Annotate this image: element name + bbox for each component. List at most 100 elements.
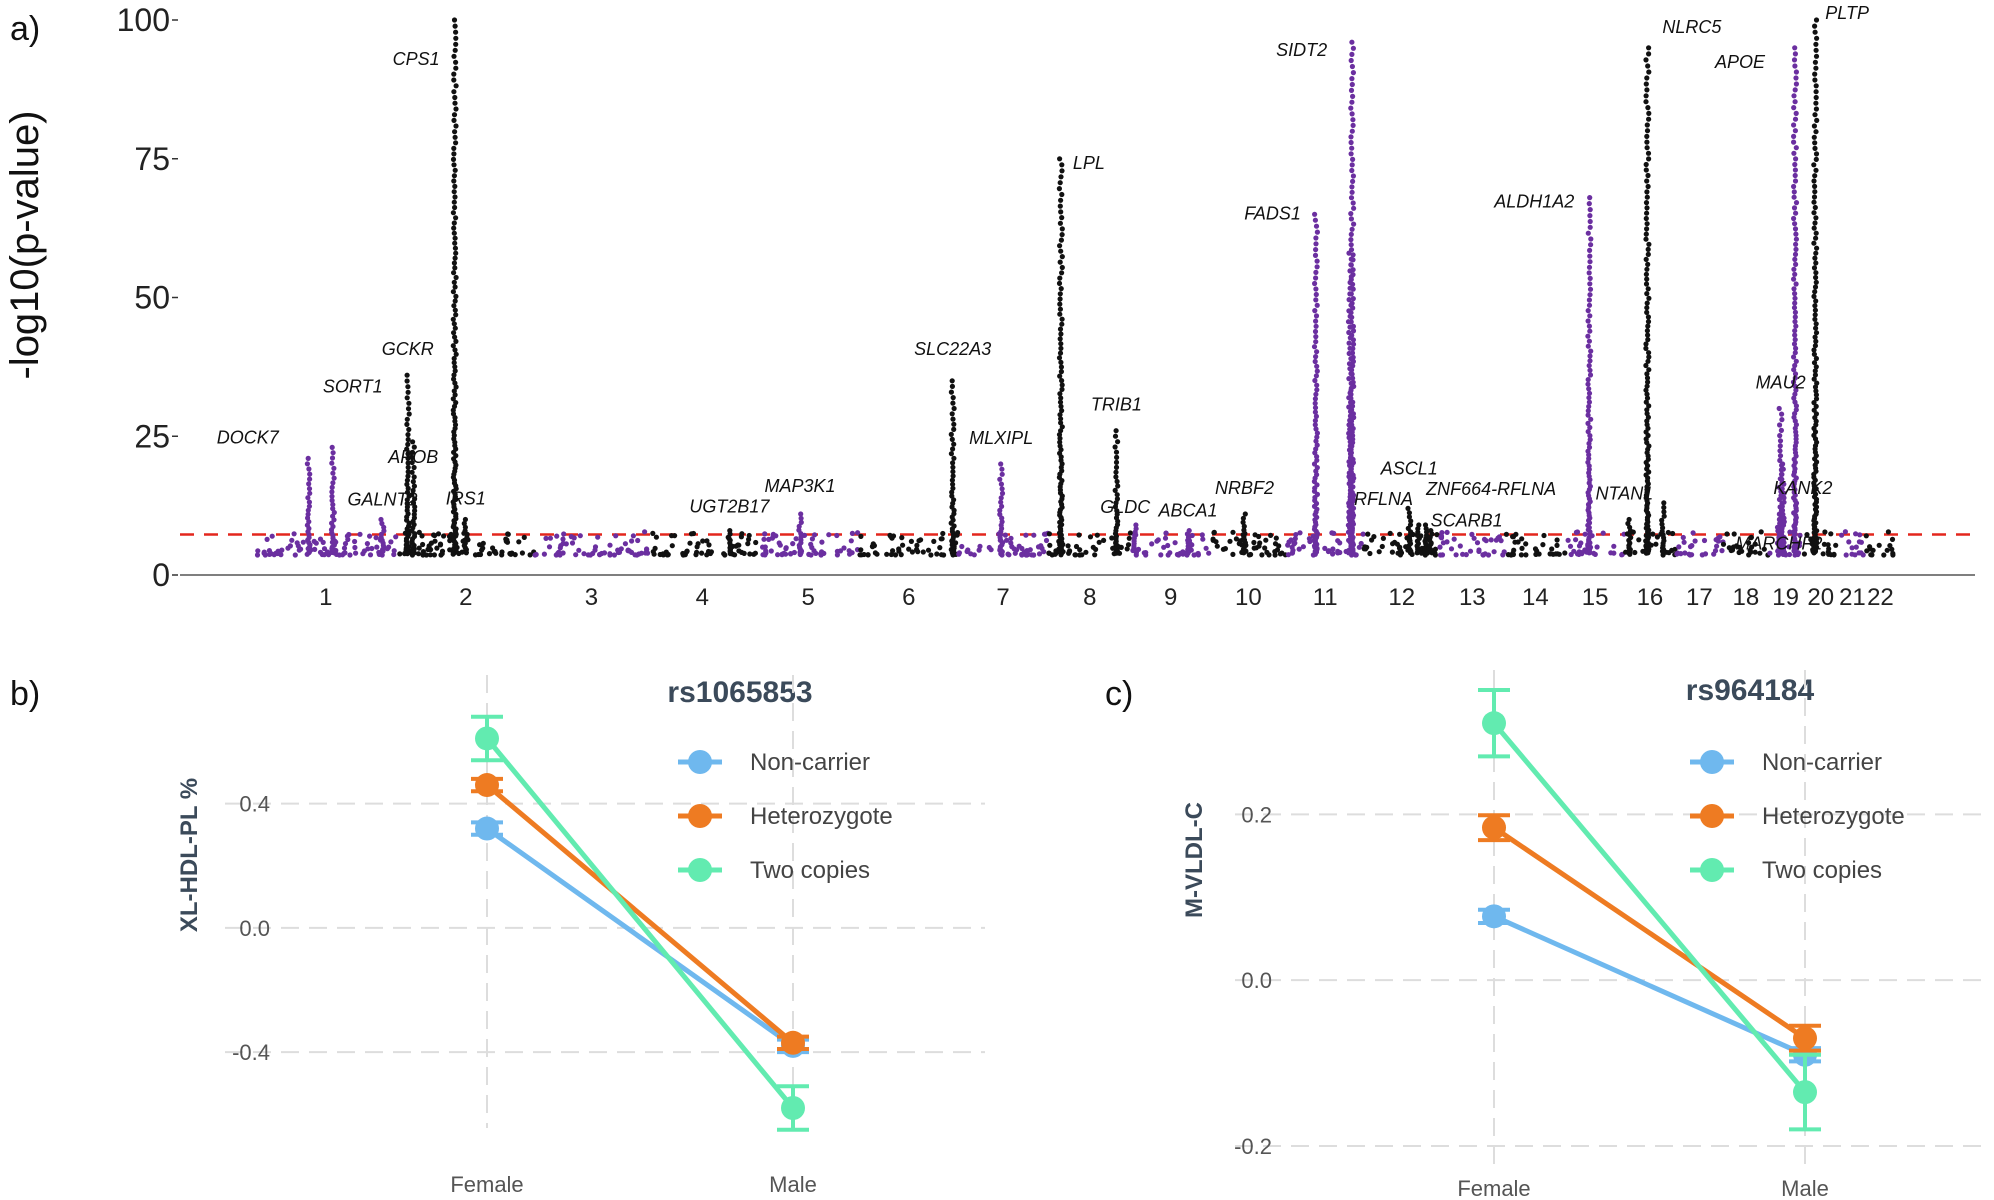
peak-point (1779, 417, 1785, 423)
peak-point (1780, 511, 1786, 517)
snp-point (1237, 538, 1243, 544)
snp-point (1857, 532, 1863, 538)
snp-point (292, 552, 298, 558)
peak-point (451, 220, 457, 226)
snp-point (1714, 543, 1720, 549)
peak-point (1792, 271, 1798, 277)
peak-point (452, 334, 458, 340)
snp-point (1297, 530, 1303, 536)
peak-point (1813, 230, 1819, 236)
peak-point (1350, 70, 1356, 76)
peak-point (451, 199, 457, 205)
peak-point (1313, 223, 1320, 229)
peak-point (1350, 156, 1356, 162)
peak-point (406, 426, 412, 433)
snp-point (884, 551, 890, 557)
snp-point (1748, 535, 1754, 541)
peak-point (1059, 382, 1065, 388)
peak-point (1114, 496, 1120, 502)
peak-point (1644, 194, 1650, 200)
snp-point (317, 549, 324, 555)
snp-point (650, 530, 656, 537)
peak-point (1793, 407, 1799, 413)
data-point (475, 816, 499, 841)
peak-point (1813, 235, 1819, 241)
snp-point (607, 551, 613, 557)
peak-point (1813, 65, 1819, 71)
snp-point (809, 536, 816, 542)
peak-point (452, 167, 458, 173)
peak-point (1407, 522, 1414, 528)
peak-point (410, 479, 416, 485)
peak-point (451, 77, 457, 83)
snp-point (1495, 535, 1501, 541)
snp-point (291, 531, 297, 537)
peak-point (1586, 390, 1593, 396)
peak-point (1348, 231, 1354, 237)
peak-point (451, 189, 457, 195)
peak-point (1813, 89, 1819, 95)
peak-point (1793, 281, 1799, 287)
peak-point (1587, 275, 1593, 281)
peak-point (1778, 471, 1785, 477)
snp-point (1582, 531, 1588, 537)
snp-point (688, 531, 695, 537)
peak-point (998, 495, 1004, 501)
interaction-plot-b: b) XL-HDL-PL % rs1065853 0.4 0.0 -0.4 Femal… (10, 675, 985, 1197)
gene-label: IRS1 (446, 489, 486, 509)
snp-point (1023, 532, 1029, 538)
peak-point (452, 325, 458, 331)
peak-point (1133, 526, 1139, 532)
peak-point (1240, 519, 1246, 526)
snp-point (1608, 550, 1614, 556)
peak-point (1776, 516, 1782, 523)
peak-point (405, 384, 411, 390)
peak-point (1588, 416, 1594, 422)
peak-point (1585, 343, 1591, 349)
peak-point (1349, 226, 1355, 232)
peak-point (1058, 369, 1064, 375)
peak-point (1793, 145, 1799, 151)
snp-point (937, 545, 943, 551)
peak-point (1814, 245, 1820, 251)
peak-point (948, 431, 954, 437)
peak-point (451, 112, 458, 118)
snp-point (1501, 549, 1507, 555)
peak-point (452, 194, 458, 200)
peak-point (1113, 428, 1119, 434)
snp-point (1092, 552, 1098, 558)
peak-point (1644, 411, 1650, 417)
peak-point (1793, 75, 1799, 81)
snp-point (704, 538, 710, 544)
peak-point (1811, 347, 1817, 353)
data-point (781, 1030, 805, 1055)
chromosome-label: 5 (802, 584, 815, 611)
peak-point (1057, 156, 1063, 162)
snp-point (1256, 543, 1262, 549)
peak-point (1056, 186, 1062, 192)
snp-point (635, 537, 641, 544)
peak-point (1313, 313, 1320, 319)
snp-point (735, 542, 741, 548)
peak-point (1059, 215, 1065, 221)
peak-point (1313, 334, 1319, 340)
snp-point (1680, 534, 1686, 541)
peak-point (1644, 122, 1650, 128)
peak-point (1643, 200, 1650, 206)
snp-point (1330, 550, 1336, 556)
snp-point (391, 551, 397, 558)
peak-point (1644, 133, 1650, 139)
peak-point (1312, 217, 1318, 223)
snp-point (708, 549, 715, 555)
peak-point (1313, 354, 1319, 360)
peak-point (1645, 63, 1651, 69)
peak-point (1345, 319, 1352, 325)
snp-point (1699, 552, 1705, 558)
peak-point (1777, 438, 1784, 444)
peak-point (1422, 522, 1429, 528)
peak-point (404, 481, 410, 487)
snp-point (1002, 532, 1009, 538)
snp-point (834, 532, 840, 539)
peak-point (1793, 69, 1799, 75)
snp-point (819, 539, 825, 545)
